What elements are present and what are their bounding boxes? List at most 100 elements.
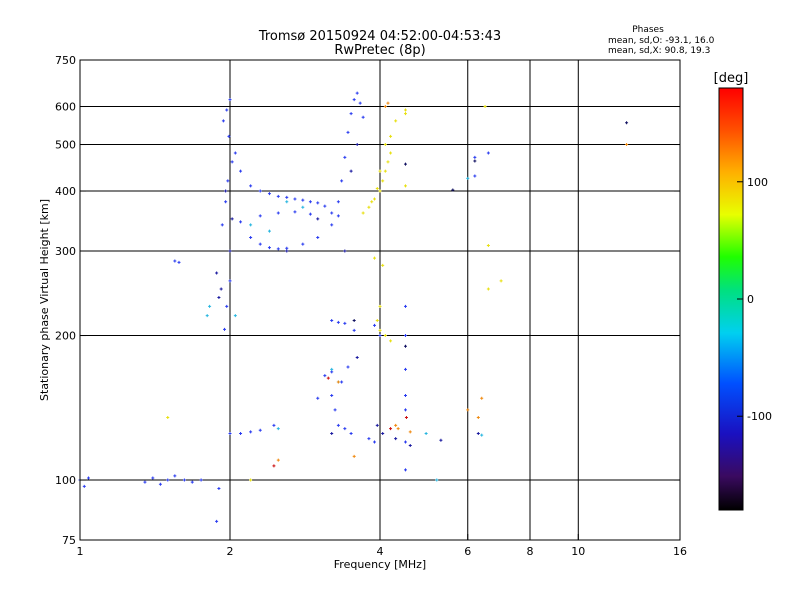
data-point (378, 169, 382, 173)
data-point (225, 108, 229, 112)
x-tick-label: 1 (77, 545, 84, 558)
data-point (316, 396, 320, 400)
data-point (330, 432, 334, 436)
colorbar-tick-label: 0 (747, 293, 754, 306)
data-point (221, 119, 225, 123)
data-point (375, 318, 379, 322)
data-point (219, 287, 223, 291)
data-point (383, 143, 387, 147)
data-point (476, 415, 480, 419)
x-tick-label: 10 (571, 545, 585, 558)
data-point (258, 214, 262, 218)
data-point (217, 296, 221, 300)
data-point (403, 394, 407, 398)
data-point (86, 476, 90, 480)
y-axis-label: Stationary phase Virtual Height [km] (38, 199, 51, 401)
data-point (352, 328, 356, 332)
data-point (389, 339, 393, 343)
data-point (285, 249, 289, 253)
data-point (361, 115, 365, 119)
data-point (301, 242, 305, 246)
data-point (375, 423, 379, 427)
data-point (383, 105, 387, 109)
data-point (403, 162, 407, 166)
data-point (151, 476, 155, 480)
data-point (367, 437, 371, 441)
data-point (308, 212, 312, 216)
data-point (249, 236, 253, 240)
data-point (343, 427, 347, 431)
data-point (276, 427, 280, 431)
y-tick-label: 600 (55, 101, 76, 114)
data-point (249, 184, 253, 188)
data-point (381, 432, 385, 436)
data-point (323, 374, 327, 378)
data-point (276, 194, 280, 198)
data-point (355, 91, 359, 95)
data-point (340, 179, 344, 183)
data-point (225, 304, 229, 308)
data-point (336, 380, 340, 384)
data-point (215, 271, 219, 275)
data-point (352, 318, 356, 322)
data-point (381, 263, 385, 267)
data-point (330, 211, 334, 215)
stats-line-x: mean, sd,X: 90.8, 19.3 (608, 46, 710, 56)
x-tick-label: 4 (377, 545, 384, 558)
data-point (267, 229, 271, 233)
y-tick-label: 75 (62, 534, 76, 547)
data-point (499, 279, 503, 283)
data-point (233, 151, 237, 155)
data-point (451, 188, 455, 192)
colorbar-tick-label: 100 (747, 176, 768, 189)
data-point (308, 200, 312, 204)
data-point (367, 205, 371, 209)
data-point (343, 321, 347, 325)
chart-title: Tromsø 20150924 04:52:00-04:53:43 (258, 29, 501, 44)
data-point (143, 480, 147, 484)
data-point (389, 134, 393, 138)
data-point (403, 304, 407, 308)
data-point (158, 482, 162, 486)
chart-subtitle: RwPretec (8p) (334, 43, 425, 58)
data-point (224, 200, 228, 204)
stats-line-o: mean, sd,O: -93.1, 16.0 (608, 36, 715, 46)
data-point (378, 304, 382, 308)
data-point (190, 480, 194, 484)
data-point (349, 112, 353, 116)
data-point (228, 98, 232, 102)
data-point (349, 432, 353, 436)
data-point (373, 323, 377, 327)
data-point (336, 320, 340, 324)
data-point (239, 432, 243, 436)
data-point (343, 155, 347, 159)
data-point (249, 430, 253, 434)
x-tick-label: 8 (527, 545, 534, 558)
data-point (293, 210, 297, 214)
stats-header: Phases (632, 25, 664, 35)
data-point (355, 143, 359, 147)
data-point (378, 189, 382, 193)
data-point (486, 151, 490, 155)
data-point (373, 440, 377, 444)
data-point (182, 478, 186, 482)
data-point (276, 247, 280, 251)
data-point (276, 458, 280, 462)
data-point (394, 423, 398, 427)
data-point (249, 478, 253, 482)
data-point (333, 408, 337, 412)
x-axis-label: Frequency [MHz] (334, 558, 426, 571)
data-point (480, 433, 484, 437)
data-point (403, 367, 407, 371)
x-tick-label: 16 (673, 545, 687, 558)
data-point (272, 464, 276, 468)
data-point (403, 108, 407, 112)
data-point (230, 217, 234, 221)
colorbar-ticks: -100 0 100 (737, 176, 772, 423)
data-point (336, 423, 340, 427)
data-point (373, 256, 377, 260)
data-point (258, 242, 262, 246)
colorbar-tick-label: -100 (747, 410, 772, 423)
data-point (276, 211, 280, 215)
